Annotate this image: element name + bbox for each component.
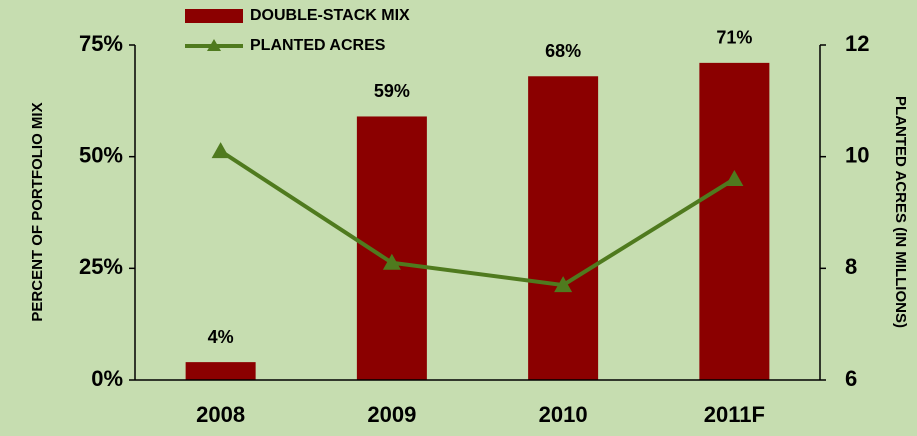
y-tick-label: 50% bbox=[79, 142, 123, 167]
line-marker bbox=[211, 142, 230, 159]
line-marker bbox=[382, 253, 401, 270]
x-tick-label: 2008 bbox=[196, 402, 245, 427]
y2-tick-label: 6 bbox=[845, 366, 857, 391]
y-tick-label: 0% bbox=[91, 366, 123, 391]
data-label: 4% bbox=[208, 327, 234, 347]
x-tick-label: 2011F bbox=[704, 402, 765, 427]
data-label: 59% bbox=[374, 81, 410, 101]
y-axis-label: PERCENT OF PORTFOLIO MIX bbox=[29, 102, 46, 321]
y-tick-label: 75% bbox=[79, 31, 123, 56]
data-label: 71% bbox=[716, 28, 752, 48]
legend-label: DOUBLE-STACK MIX bbox=[250, 7, 410, 24]
line-marker bbox=[554, 276, 573, 293]
line-marker bbox=[725, 170, 744, 186]
x-tick-label: 2009 bbox=[367, 402, 416, 427]
bar bbox=[528, 76, 599, 381]
x-tick-label: 2010 bbox=[539, 402, 588, 427]
y2-tick-label: 8 bbox=[845, 254, 857, 279]
bar bbox=[699, 62, 770, 380]
y2-axis-label: PLANTED ACRES (IN MILLIONS) bbox=[892, 96, 909, 328]
data-label: 68% bbox=[545, 41, 581, 61]
line bbox=[219, 149, 736, 288]
y2-tick-label: 12 bbox=[845, 31, 869, 56]
legend-label: PLANTED ACRES bbox=[250, 37, 386, 54]
legend-marker bbox=[207, 39, 221, 51]
y-tick-label: 25% bbox=[79, 254, 123, 279]
bar bbox=[185, 362, 256, 380]
legend-swatch bbox=[185, 9, 243, 23]
y2-tick-label: 10 bbox=[845, 142, 869, 167]
